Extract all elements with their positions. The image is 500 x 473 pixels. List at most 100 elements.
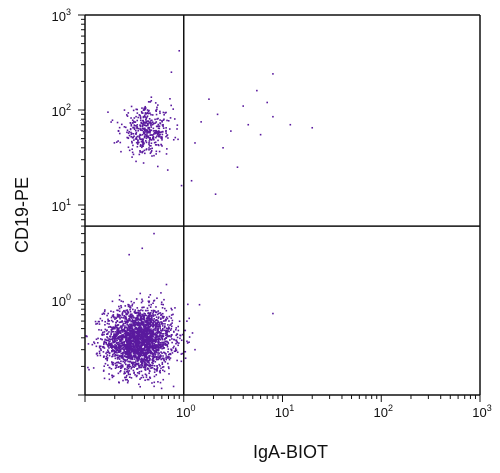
event-point (113, 142, 116, 144)
event-point (110, 331, 113, 333)
event-point (148, 141, 150, 144)
event-point (154, 340, 156, 342)
event-point (114, 318, 116, 320)
event-point (130, 124, 133, 127)
event-point (154, 361, 157, 363)
event-point (143, 328, 145, 331)
event-point (164, 318, 167, 321)
event-point (135, 316, 137, 319)
event-point (163, 370, 166, 373)
event-point (111, 338, 114, 340)
event-point (124, 346, 126, 349)
event-point (141, 247, 144, 250)
event-point (165, 337, 168, 339)
event-point (137, 317, 139, 319)
event-point (166, 134, 168, 137)
event-point (139, 315, 142, 317)
event-point (130, 323, 133, 325)
event-point (142, 139, 144, 142)
event-point (137, 341, 139, 343)
event-point (117, 309, 119, 312)
event-point (148, 145, 151, 147)
event-point (142, 376, 145, 379)
event-point (119, 346, 121, 349)
event-point (146, 347, 148, 349)
event-point (148, 322, 151, 324)
event-point (145, 112, 148, 115)
event-point (135, 141, 138, 144)
event-point (146, 131, 149, 134)
event-point (146, 348, 149, 350)
event-point (144, 358, 147, 361)
event-point (159, 371, 162, 374)
event-point (188, 317, 190, 320)
event-point (115, 364, 117, 367)
event-point (145, 355, 148, 358)
event-point (159, 110, 161, 113)
event-point (133, 334, 136, 337)
event-point (139, 354, 141, 356)
event-point (152, 313, 154, 315)
event-point (161, 338, 164, 341)
event-point (164, 361, 167, 363)
event-point (126, 355, 129, 357)
event-point (129, 352, 132, 354)
event-point (157, 352, 159, 354)
event-point (158, 370, 161, 373)
event-point (126, 322, 129, 324)
event-point (112, 335, 114, 338)
event-point (126, 352, 128, 355)
event-point (132, 343, 134, 345)
event-point (137, 139, 139, 141)
event-point (157, 125, 159, 128)
event-point (126, 327, 129, 330)
event-point (162, 317, 164, 319)
event-point (102, 370, 105, 372)
event-point (159, 347, 162, 349)
event-point (141, 127, 144, 130)
event-point (169, 329, 172, 331)
event-point (141, 298, 143, 301)
event-point (145, 336, 148, 338)
event-point (145, 363, 147, 366)
event-point (152, 315, 155, 317)
event-point (120, 306, 123, 309)
event-point (145, 356, 147, 359)
event-point (148, 304, 150, 307)
event-point (99, 354, 102, 357)
event-point (135, 338, 138, 341)
event-point (147, 361, 149, 364)
event-point (144, 349, 146, 352)
event-point (247, 123, 250, 126)
event-point (171, 352, 174, 354)
event-point (102, 345, 105, 348)
event-point (154, 341, 157, 344)
event-point (146, 378, 149, 381)
event-point (140, 323, 143, 326)
event-point (148, 341, 151, 343)
event-point (87, 366, 89, 369)
event-point (159, 354, 161, 356)
event-point (156, 332, 159, 335)
event-point (165, 153, 168, 155)
event-point (127, 347, 129, 349)
event-point (150, 324, 152, 327)
event-point (157, 325, 160, 328)
event-point (132, 308, 134, 311)
event-point (126, 344, 128, 346)
event-point (154, 344, 156, 346)
event-point (128, 357, 130, 359)
event-point (230, 130, 232, 132)
event-point (145, 314, 148, 317)
event-point (138, 313, 140, 315)
event-point (156, 297, 158, 300)
event-point (140, 330, 142, 332)
event-point (170, 314, 173, 316)
event-point (154, 347, 157, 350)
event-point (131, 314, 134, 317)
event-point (161, 131, 164, 133)
event-point (112, 311, 115, 313)
event-point (120, 335, 123, 338)
event-point (134, 309, 137, 311)
event-point (144, 379, 146, 382)
